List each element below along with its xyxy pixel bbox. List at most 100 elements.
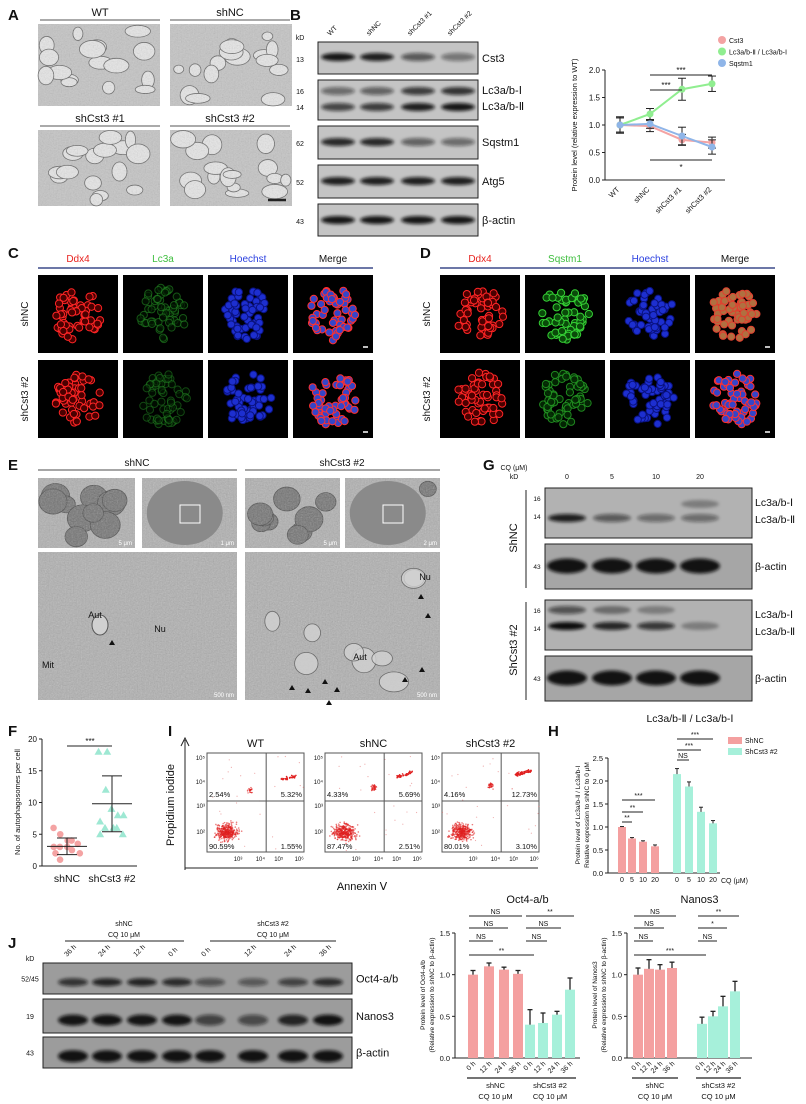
protein-label: Lc3a/b-Ⅰ (482, 85, 522, 97)
cell (167, 323, 176, 332)
bar (552, 1014, 562, 1058)
cell (662, 413, 672, 422)
y-axis-label: Protein level of Lc3a/b-Ⅱ / Lc3a/b-Ⅰ (575, 766, 582, 865)
cell (460, 298, 470, 307)
blot-strip: 52 Atg5 (296, 164, 505, 199)
quadrant-percent: 2.54% (209, 790, 231, 799)
condition-label: shCst3 #2 (205, 113, 255, 125)
bar (628, 838, 636, 873)
event-dot (277, 756, 279, 758)
data-point (50, 843, 58, 851)
event-dot (217, 833, 220, 836)
vacuole (371, 650, 393, 667)
event-dot (237, 827, 240, 829)
protein-band (441, 177, 475, 185)
event-dot (465, 823, 467, 825)
plot-title: shCst3 #2 (466, 738, 516, 750)
bar (673, 774, 681, 873)
scale-bar-label: 1 μm (221, 541, 234, 547)
axis-arrows (180, 736, 538, 870)
cell (650, 299, 659, 308)
event-dot (229, 832, 231, 835)
x-tick-label: 36 h (725, 1060, 740, 1075)
data-point (119, 811, 128, 819)
cell (649, 399, 658, 408)
fluorescence-image (525, 275, 605, 353)
cell (728, 300, 737, 309)
inset-box (179, 504, 201, 524)
event-dot (459, 828, 461, 830)
cell (727, 332, 736, 341)
significance-label: *** (666, 948, 674, 955)
y-tick-label: 10⁵ (431, 755, 441, 762)
protein-band (278, 1014, 308, 1026)
cell (248, 305, 257, 315)
cell (548, 293, 557, 302)
protein-band (321, 53, 355, 61)
protein-band (360, 177, 394, 185)
protein-band (593, 622, 631, 630)
event-dot (373, 789, 376, 791)
kd-marker: 16 (296, 89, 304, 96)
event-dot (373, 783, 376, 786)
cell (713, 314, 722, 323)
event-dot (371, 786, 373, 788)
event-dot (457, 825, 459, 827)
significance-label: NS (650, 909, 660, 916)
event-dot (349, 839, 352, 842)
event-dot (469, 833, 471, 836)
bar (618, 827, 626, 873)
fluorescence-image (123, 275, 203, 353)
event-dot (342, 831, 344, 833)
series-points (92, 747, 132, 838)
cell (491, 302, 501, 312)
image-texture (170, 24, 292, 106)
cell (51, 399, 60, 408)
event-dot (347, 840, 350, 843)
cell (462, 289, 471, 299)
event-dot (220, 813, 222, 815)
cell (350, 310, 360, 319)
channel-label: Ddx4 (468, 254, 492, 265)
cell (570, 289, 580, 298)
fluorescence-image (440, 360, 520, 438)
event-dot (284, 755, 286, 758)
significance-label: NS (484, 921, 494, 928)
cell (480, 404, 489, 413)
micrograph-shnc (170, 24, 292, 107)
blot-strip: 43 β-actin (26, 1036, 389, 1069)
cell (570, 375, 579, 384)
x-tick-label: 0 h (466, 1060, 478, 1072)
cell (538, 309, 547, 318)
event-dot (227, 834, 230, 836)
event-dot (458, 824, 460, 826)
event-dot (234, 833, 237, 835)
event-dot (466, 826, 469, 828)
event-dot (497, 771, 499, 773)
bar (708, 1016, 718, 1058)
event-dot (338, 787, 341, 789)
data-point (646, 110, 654, 118)
tem-image-detail-shnc: 500 nm Aut Nu Mit (38, 552, 237, 700)
event-dot (397, 775, 400, 777)
protein-band (401, 177, 435, 185)
event-dot (259, 813, 261, 815)
y-axis-label: Protein level (relative expression to WT… (570, 58, 579, 191)
protein-band (547, 670, 587, 686)
y-axis-label: Propidium iodide (165, 764, 177, 846)
event-dot (407, 773, 409, 775)
cell (662, 390, 671, 400)
event-dot (271, 836, 274, 838)
x-tick-label: 36 h (560, 1060, 575, 1075)
x-tick-label: 0 h (523, 1060, 535, 1072)
event-dot (347, 832, 349, 834)
y-tick-label: 2.0 (589, 66, 601, 75)
cell (154, 285, 163, 295)
event-dot (334, 834, 336, 836)
event-dot (349, 827, 352, 830)
event-dot (290, 774, 293, 777)
cell (467, 391, 477, 400)
cell (85, 292, 94, 301)
cell (341, 306, 350, 315)
y-tick-label: 0.0 (440, 1054, 450, 1063)
